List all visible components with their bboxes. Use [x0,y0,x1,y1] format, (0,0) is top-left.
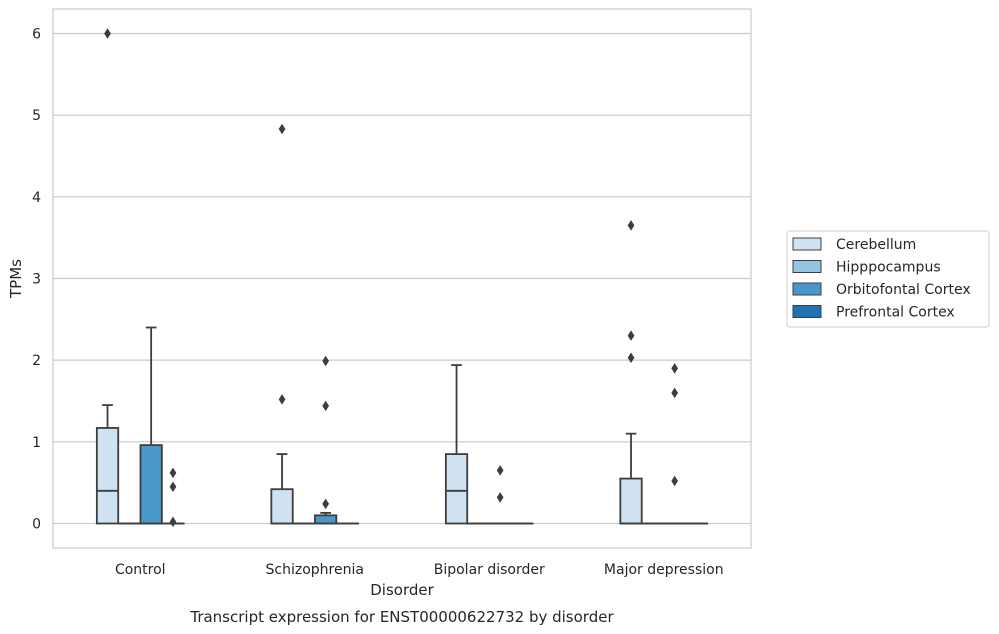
y-tick-label: 4 [32,190,41,206]
legend-swatch-prefrontal-cortex [792,305,822,318]
y-tick-label: 3 [32,272,41,288]
outlier-point [627,330,635,341]
outlier-point [671,475,679,487]
legend-swatch-orbitofontal-cortex [792,282,822,296]
chart-caption: Transcript expression for ENST0000062273… [189,608,614,626]
y-tick-label: 1 [32,435,41,451]
legend-frame [786,230,990,328]
boxes-layer [95,28,709,528]
y-axis-label: TPMs [7,259,25,299]
box-cerebellum-1 [270,488,294,525]
plot-frame [52,8,752,549]
outlier-point [671,387,679,399]
grid-lines [53,32,751,525]
legend-label: Cerebellum [836,237,916,253]
outlier-point [627,220,635,231]
legend-label: Hipppocampus [836,260,941,276]
outlier-point [169,481,177,492]
y-tick-label: 5 [32,108,41,124]
outlier-point [322,355,330,367]
legend-swatch-cerebellum [792,237,822,251]
x-tick-label: Bipolar disorder [434,562,545,578]
box-orbitofontal-cortex-1 [314,514,338,525]
box-cerebellum-0 [95,427,120,525]
x-tick-label: Schizophrenia [266,562,364,578]
legend-swatch-hipppocampus [792,260,822,273]
outlier-point [104,28,111,39]
y-tick-labels: 0 1 2 3 4 5 6 [32,27,41,533]
x-tick-labels: Control Schizophrenia Bipolar disorder Majo… [115,562,724,578]
y-tick-label: 0 [32,517,41,533]
x-tick-label: Control [115,562,166,578]
box-orbitofontal-cortex-0 [139,444,163,525]
outlier-point [496,465,504,476]
outlier-point [278,123,286,135]
x-tick-label: Major depression [604,562,724,578]
outlier-point [496,492,504,503]
x-axis-label: Disorder [370,581,434,599]
outlier-point [322,498,330,510]
box-cerebellum-2 [444,453,469,525]
outlier-point [671,363,679,374]
outlier-point [169,467,177,479]
legend: Cerebellum Hipppocampus Orbitofontal Corte… [786,230,990,328]
outlier-point [322,400,330,412]
legend-label: Orbitofontal Cortex [836,282,971,298]
y-tick-label: 6 [32,27,41,43]
box-cerebellum-3 [619,477,643,525]
y-tick-label: 2 [32,353,41,369]
outlier-point [627,352,635,363]
legend-label: Prefrontal Cortex [836,305,955,321]
outlier-point [278,394,286,405]
outlier-point [169,516,177,528]
